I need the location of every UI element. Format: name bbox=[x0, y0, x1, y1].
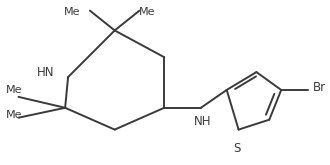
Text: NH: NH bbox=[194, 115, 212, 128]
Text: S: S bbox=[233, 143, 240, 155]
Text: Me: Me bbox=[6, 85, 22, 95]
Text: Br: Br bbox=[313, 82, 326, 94]
Text: HN: HN bbox=[37, 66, 54, 79]
Text: Me: Me bbox=[64, 7, 80, 17]
Text: Me: Me bbox=[6, 110, 22, 120]
Text: Me: Me bbox=[139, 7, 156, 17]
